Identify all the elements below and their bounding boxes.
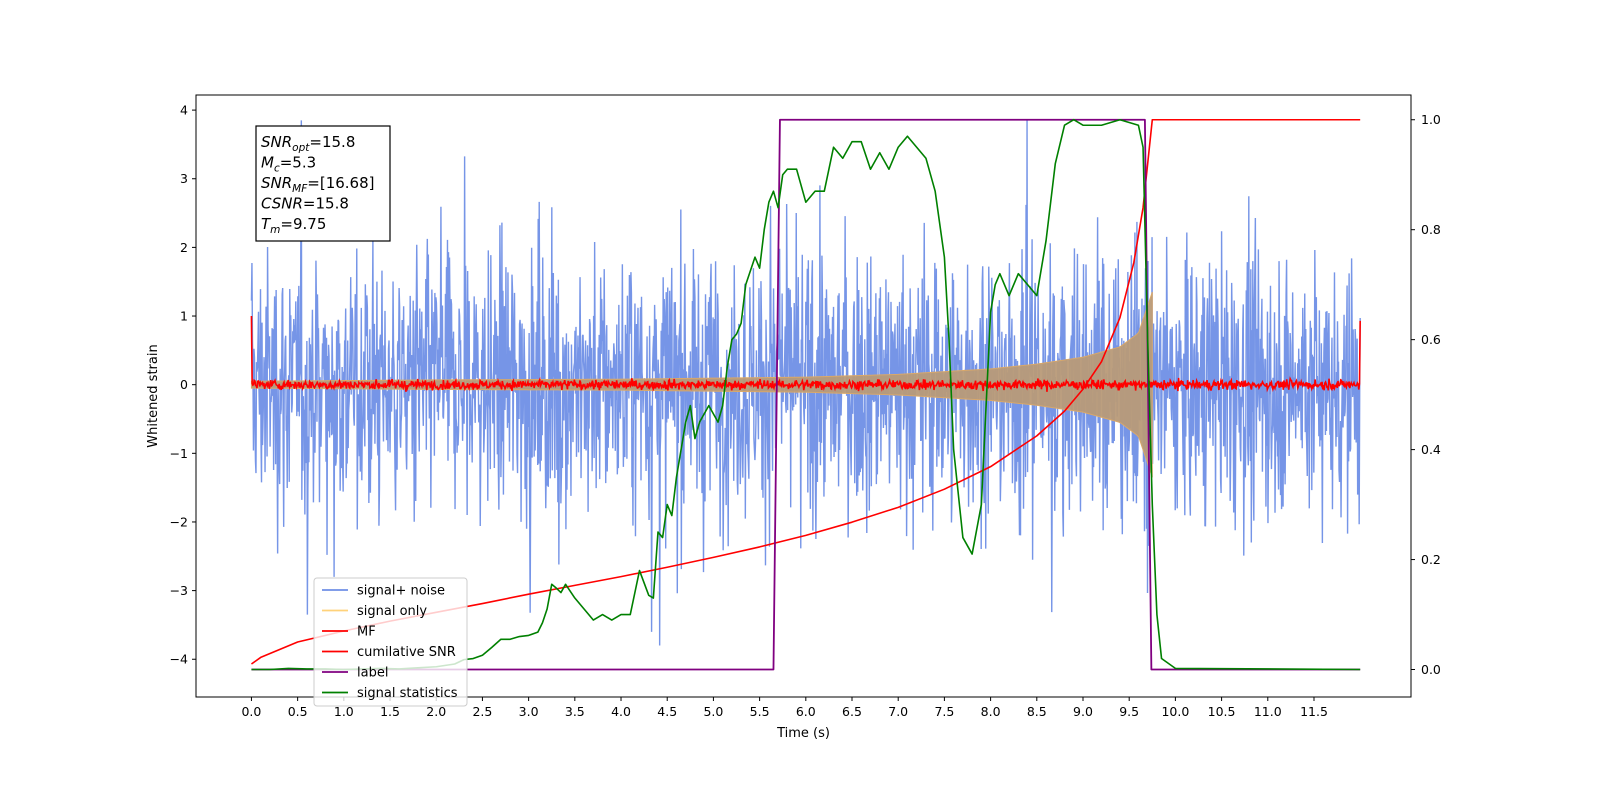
annotation-line: SNRMF=[16.68] — [261, 174, 375, 195]
legend-frame — [313, 577, 468, 707]
x-tick-label: 7.5 — [934, 704, 954, 719]
y-axis: −4 −3 −2 −1 0 1 2 3 4 — [170, 103, 196, 667]
y2-tick-label: 1.0 — [1421, 112, 1441, 127]
x-tick-label: 6.5 — [842, 704, 862, 719]
y2-tick-label: 0.4 — [1421, 442, 1441, 457]
y-tick-label: 4 — [180, 103, 188, 118]
legend-label: label — [357, 666, 388, 681]
plot-area — [250, 118, 1361, 671]
x-tick-label: 11.5 — [1300, 704, 1328, 719]
annotation-box: SNRopt=15.8Mc=5.3SNRMF=[16.68]CSNR=15.8T… — [255, 125, 391, 242]
annotation-subscript: m — [270, 224, 280, 236]
x-tick-label: 4.5 — [657, 704, 677, 719]
y-tick-label: −3 — [170, 583, 188, 598]
x-tick-label: 11.0 — [1254, 704, 1282, 719]
annotation-value: =15.8 — [309, 133, 355, 151]
x-tick-label: 0.0 — [241, 704, 261, 719]
x-tick-label: 2.0 — [426, 704, 446, 719]
annotation-line: CSNR=15.8 — [261, 195, 349, 213]
x-axis-label: Time (s) — [776, 726, 830, 741]
x-tick-label: 1.5 — [380, 704, 400, 719]
plot-frame — [195, 94, 1412, 698]
annotation-line: Mc=5.3 — [261, 154, 316, 175]
annotation-symbol: M — [261, 154, 274, 172]
annotation-symbol: SNR — [261, 133, 292, 151]
x-tick-label: 2.5 — [472, 704, 492, 719]
annotation-value: =[16.68] — [307, 174, 374, 192]
x-tick-label: 1.0 — [334, 704, 354, 719]
y-tick-label: 1 — [180, 309, 188, 324]
x-tick-label: 6.0 — [796, 704, 816, 719]
x-tick-label: 5.5 — [750, 704, 770, 719]
annotation-value: =5.3 — [280, 154, 316, 172]
x-tick-label: 9.5 — [1119, 704, 1139, 719]
series-label — [251, 118, 1361, 671]
y2-tick-label: 0.6 — [1421, 332, 1441, 347]
x-tick-label: 10.5 — [1208, 704, 1236, 719]
annotation-subscript: MF — [292, 183, 308, 195]
annotation-line: SNRopt=15.8 — [261, 133, 355, 154]
annotation-value: =9.75 — [280, 215, 326, 233]
y-tick-label: 2 — [180, 240, 188, 255]
series-signal-statistics — [251, 118, 1361, 671]
legend-label: MF — [357, 625, 376, 640]
annotation-symbol: CSNR — [261, 195, 303, 213]
series-mf — [250, 316, 1361, 393]
annotation-frame — [255, 125, 391, 242]
x-tick-label: 4.0 — [611, 704, 631, 719]
y2-tick-label: 0.8 — [1421, 222, 1441, 237]
legend: signal+ noise signal only MF cumilative SNR… — [313, 577, 468, 707]
y-tick-label: −4 — [170, 652, 188, 667]
y-tick-label: 0 — [180, 377, 188, 392]
x-tick-label: 8.5 — [1027, 704, 1047, 719]
x-tick-label: 9.0 — [1073, 704, 1093, 719]
legend-label: signal+ noise — [357, 584, 445, 599]
x-tick-label: 3.0 — [519, 704, 539, 719]
legend-label: signal only — [357, 604, 427, 619]
x-tick-label: 0.5 — [288, 704, 308, 719]
x-tick-label: 5.0 — [703, 704, 723, 719]
y-tick-label: −2 — [170, 514, 188, 529]
y-axis-label: Whitened strain — [146, 344, 161, 447]
x-tick-label: 8.0 — [981, 704, 1001, 719]
x-tick-label: 7.0 — [888, 704, 908, 719]
y2-tick-label: 0.0 — [1421, 662, 1441, 677]
annotation-line: Tm=9.75 — [261, 215, 326, 236]
y2-tick-label: 0.2 — [1421, 552, 1441, 567]
legend-label: signal statistics — [357, 686, 458, 701]
annotation-symbol: SNR — [261, 174, 292, 192]
y2-axis: 0.0 0.2 0.4 0.6 0.8 1.0 — [1411, 112, 1441, 677]
y-tick-label: −1 — [170, 446, 188, 461]
x-axis: 0.0 0.5 1.0 1.5 2.0 2.5 3.0 3.5 4.0 4.5 5.0 5.5 6.0 6… — [241, 697, 1328, 719]
series-signal-noise — [250, 120, 1361, 646]
x-tick-label: 3.5 — [565, 704, 585, 719]
annotation-symbol: T — [261, 215, 272, 233]
x-tick-label: 10.0 — [1161, 704, 1189, 719]
legend-label: cumilative SNR — [357, 645, 456, 660]
y-tick-label: 3 — [180, 171, 188, 186]
annotation-subscript: c — [274, 163, 280, 175]
annotation-value: =15.8 — [303, 195, 349, 213]
annotation-subscript: opt — [292, 142, 310, 154]
